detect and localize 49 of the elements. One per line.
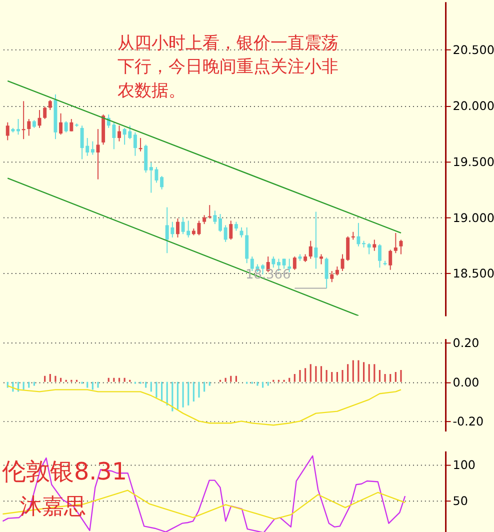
candlestick [224, 224, 228, 242]
candlestick [292, 256, 296, 270]
y-tick-label: 0.00 [452, 375, 480, 390]
candlestick [64, 120, 68, 133]
y-tick-label: 20.500 [452, 43, 494, 58]
candlestick [90, 140, 94, 156]
candlestick [27, 118, 31, 136]
candlestick [213, 210, 217, 225]
candlestick [176, 218, 180, 238]
candlestick [208, 204, 212, 219]
y-tick-label: 20.000 [452, 99, 494, 114]
candlestick [229, 220, 233, 240]
line-series [7, 385, 402, 426]
candlestick [16, 118, 20, 136]
candlestick [324, 257, 328, 289]
y-tick-label: 18.500 [452, 266, 494, 281]
candlestick [70, 118, 74, 132]
y-tick-label: 50 [452, 494, 468, 508]
candlestick [330, 270, 334, 283]
line-series [2, 490, 406, 520]
line-series [2, 455, 406, 532]
candlestick [38, 110, 42, 128]
y-tick-label: 19.000 [452, 210, 494, 225]
candlestick [367, 242, 371, 255]
candlestick [245, 226, 249, 264]
candlestick [48, 99, 52, 111]
candlestick [282, 258, 286, 270]
candlestick [378, 244, 382, 268]
candlestick [372, 239, 376, 252]
candlestick [118, 125, 121, 142]
candlestick [59, 112, 63, 136]
candlestick [43, 106, 47, 120]
y-tick-label: 19.500 [452, 154, 494, 169]
candlestick [218, 213, 222, 232]
y-tick-label: 0.20 [452, 336, 480, 350]
candlestick [6, 122, 10, 141]
candlestick [133, 132, 137, 156]
y-tick-label: -0.20 [452, 414, 484, 429]
candlestick [388, 249, 392, 270]
annotation: 从四小时上看，银价一直震荡下行，今日晚间重点关注小非农数据。 [117, 32, 338, 100]
candlestick [160, 175, 164, 190]
candlestick [272, 256, 276, 268]
candlestick [240, 226, 244, 238]
candlestick [320, 254, 323, 265]
candlestick [308, 240, 312, 260]
candlestick [394, 232, 398, 254]
y-tick-label: 100 [452, 458, 476, 472]
candlestick [356, 222, 360, 247]
candlestick [314, 211, 318, 270]
